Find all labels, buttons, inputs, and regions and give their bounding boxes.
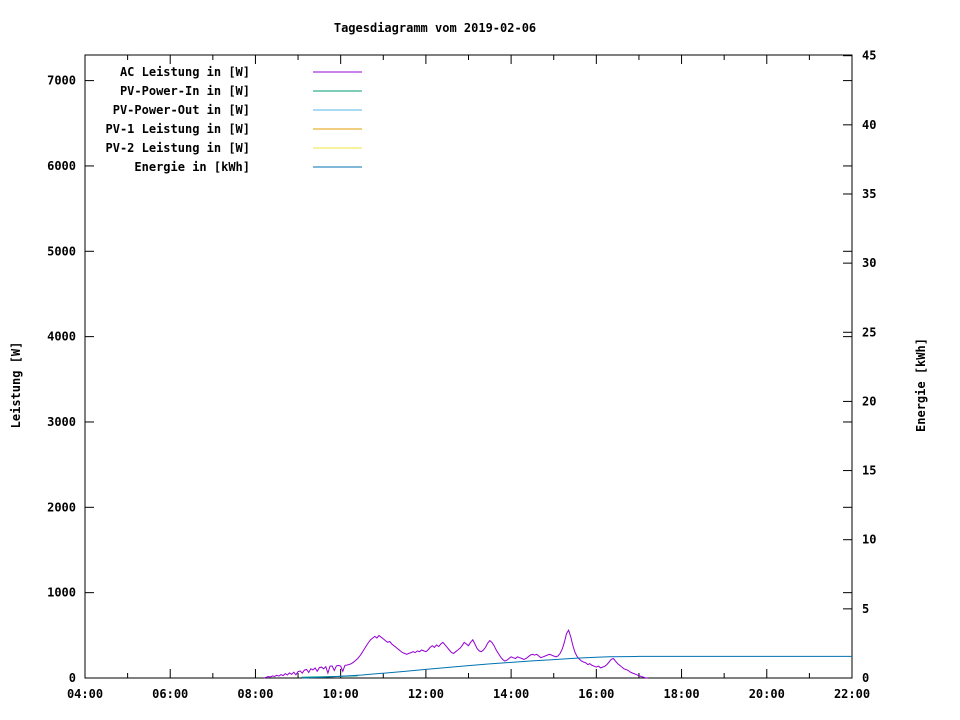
y-left-tick-label: 3000 [47,415,76,429]
y-right-tick-label: 30 [862,256,876,270]
y-right-tick-label: 15 [862,464,876,478]
series-line-ac-leistung-in-w [263,629,648,679]
y-right-tick-label: 0 [862,671,869,685]
x-tick-label: 06:00 [152,687,188,701]
y-left-axis-label: Leistung [W] [9,341,23,429]
y-left-tick-label: 6000 [47,159,76,173]
y-right-tick-label: 20 [862,394,876,408]
y-right-tick-label: 5 [862,602,869,616]
x-tick-label: 20:00 [749,687,785,701]
x-tick-label: 04:00 [67,687,103,701]
y-right-tick-label: 10 [862,533,876,547]
y-left-tick-label: 4000 [47,330,76,344]
y-right-axis-label: Energie [kWh] [914,338,928,432]
x-tick-label: 16:00 [578,687,614,701]
y-left-tick-label: 0 [69,671,76,685]
y-right-tick-label: 45 [862,49,876,63]
x-tick-label: 10:00 [323,687,359,701]
x-tick-label: 12:00 [408,687,444,701]
y-left-tick-label: 5000 [47,244,76,258]
y-left-tick-label: 2000 [47,500,76,514]
y-left-tick-label: 1000 [47,586,76,600]
y-right-tick-label: 40 [862,118,876,132]
chart-title: Tagesdiagramm vom 2019-02-06 [333,21,537,35]
x-tick-label: 18:00 [663,687,699,701]
y-right-tick-label: 25 [862,325,876,339]
y-left-tick-label: 7000 [47,74,76,88]
legend-label: PV-Power-In in [W] [120,84,250,98]
x-tick-label: 14:00 [493,687,529,701]
y-right-tick-label: 35 [862,187,876,201]
legend-label: PV-2 Leistung in [W] [106,141,251,155]
legend-label: PV-1 Leistung in [W] [106,122,251,136]
legend-label: Energie in [kWh] [134,160,250,174]
series-line-energie-in-kwh [302,655,852,679]
x-tick-label: 08:00 [237,687,273,701]
legend-label: AC Leistung in [W] [120,65,250,79]
legend-label: PV-Power-Out in [W] [113,103,250,117]
x-tick-label: 22:00 [834,687,870,701]
